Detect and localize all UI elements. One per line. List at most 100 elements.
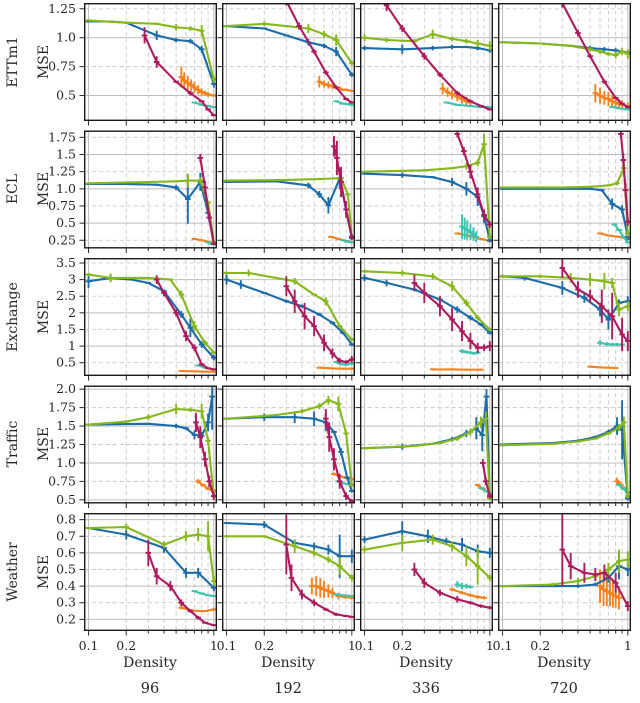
subplot-ETTm1-192 [217,2,356,126]
x-tick-label: 0.1 [79,638,99,653]
line-crimson [283,514,355,618]
line-crimson [559,258,631,352]
grid [222,3,355,121]
plot-area [499,513,631,612]
data-line [87,20,215,86]
grid [360,386,493,503]
line-green [499,41,631,59]
y-tick-label: 2.5 [56,288,76,303]
axis-ticks [355,8,491,126]
axes-frame [497,512,632,631]
col-label-192: 192 [274,681,302,697]
line-crimson [193,412,217,500]
axis-ticks [79,8,215,126]
row-label-ecl: ECL [5,173,21,205]
axes-frame [221,385,356,504]
line-blue [223,411,355,493]
line-orange [316,366,355,370]
col-label-336: 336 [412,681,440,697]
line-cyan [459,214,480,243]
subplot-ECL-720 [493,130,632,253]
data-line [225,399,353,487]
axis-ticks [493,136,629,253]
subplot-Exchange-720 [493,257,632,381]
axes-frame [359,257,494,376]
subplot-Traffic-336 [355,385,494,508]
line-crimson [197,153,217,246]
data-line [225,521,353,558]
plot-area [499,400,631,501]
subplot-ETTm1-96: 0.5 0.75 1.0 1.25 [48,1,218,126]
grid [498,513,631,631]
y-tick-label: 1.0 [56,181,76,196]
y-tick-label: 1.75 [48,129,76,144]
data-line [619,132,629,223]
axis-ticks [493,262,629,381]
y-tick-label: 1.0 [56,455,76,470]
data-line [143,34,215,117]
y-tick-label: 1.25 [48,1,76,16]
line-blue [223,274,355,347]
x-axis-label-col2: Density [261,655,315,671]
line-green [361,534,493,585]
plot-area [361,389,493,501]
y-tick-label: 0.75 [48,59,76,74]
line-orange [449,587,487,600]
line-crimson [411,562,493,610]
x-axis-label-col3: Density [399,655,453,671]
data-line [501,275,629,311]
line-green [361,29,493,51]
line-cyan [454,581,474,590]
line-crimson [283,276,355,364]
line-blue [499,400,631,501]
subplot-Weather-720: 0.1 0.2 1 [493,512,632,653]
axis-ticks [217,388,353,508]
grid [360,258,493,376]
axes-frame [497,130,632,249]
grid [498,3,631,121]
y-tick-label: 1.25 [48,437,76,452]
subplot-ETTm1-720 [493,2,632,126]
data-line [456,132,491,226]
subplot-Weather-96: 0.20.30.40.50.60.70.80.1 0.2 1 [56,512,218,653]
plot-area [223,135,355,244]
axis-ticks [493,388,629,508]
line-green [85,19,217,83]
row-label-traffic: Traffic [5,420,21,468]
x-tick-label: 0.1 [217,638,237,653]
y-tick-label: 0.5 [56,562,76,577]
line-orange [316,75,355,93]
line-crimson [141,27,217,117]
line-orange [429,368,484,371]
plot-area [85,272,217,373]
grid [84,386,217,503]
plot-area [85,19,217,117]
line-crimson [153,275,217,371]
line-crimson [331,135,355,240]
subplot-Traffic-192 [217,385,356,508]
axes-frame [359,130,494,249]
axis-ticks [79,262,215,381]
line-cyan [459,349,481,355]
data-line [318,366,353,370]
y-tick-label: 0.5 [56,492,76,507]
data-line [501,187,629,238]
plot-area [223,3,355,106]
line-green [361,411,493,501]
subplot-Weather-192: 0.1 0.2 1 [217,512,356,653]
subplot-Exchange-192 [217,257,356,381]
line-orange [178,369,217,373]
col-label-720: 720 [550,681,578,697]
plot-area [223,514,355,618]
axes-frame [83,512,218,631]
y-tick-label: 0.3 [56,595,76,610]
data-line [225,22,353,65]
line-green [499,416,631,499]
subplot-Exchange-336 [355,257,494,381]
line-blue [223,521,355,578]
subplot-Traffic-96: 0.5 0.75 1.0 1.25 1.5 1.75 2.0 [48,381,218,508]
axes-frame [83,2,218,121]
data-line [501,425,629,500]
